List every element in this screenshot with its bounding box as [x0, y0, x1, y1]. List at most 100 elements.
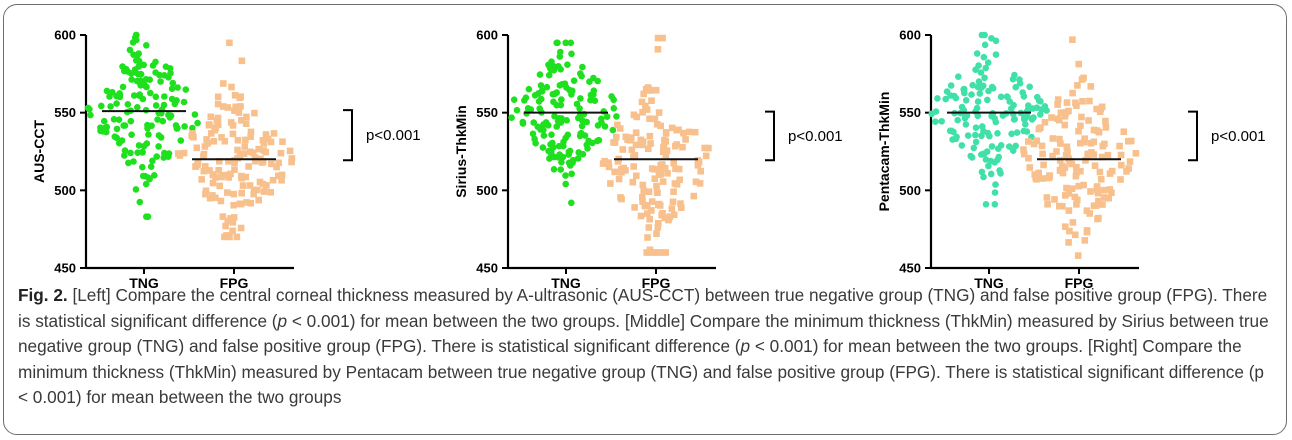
- data-point-tng: [135, 142, 143, 149]
- data-point-tng: [995, 145, 1002, 152]
- data-point-fpg: [262, 148, 270, 156]
- data-point-tng: [985, 162, 992, 170]
- data-point-fpg: [639, 198, 646, 205]
- data-point-fpg: [175, 150, 182, 157]
- data-point-fpg: [654, 46, 662, 53]
- data-point-fpg: [702, 152, 710, 160]
- y-tick-label: 550: [54, 105, 76, 120]
- data-point-fpg: [657, 170, 664, 178]
- data-point-fpg: [1095, 214, 1102, 222]
- data-point-tng: [564, 61, 571, 68]
- data-point-tng: [577, 95, 584, 102]
- data-point-fpg: [250, 190, 257, 198]
- data-point-fpg: [288, 155, 296, 162]
- data-point-fpg: [1026, 164, 1034, 171]
- data-point-fpg: [1065, 190, 1073, 197]
- data-point-fpg: [640, 187, 647, 195]
- data-point-tng: [1034, 93, 1041, 101]
- data-point-fpg: [662, 129, 670, 136]
- data-point-fpg: [1032, 174, 1039, 182]
- data-point-tng: [119, 83, 127, 91]
- data-point-fpg: [617, 194, 624, 201]
- data-point-fpg: [238, 189, 245, 197]
- data-point-fpg: [267, 189, 274, 196]
- data-point-fpg: [1057, 109, 1065, 116]
- data-point-tng: [86, 105, 93, 113]
- data-point-tng: [540, 126, 547, 134]
- data-point-tng: [181, 123, 188, 130]
- data-point-tng: [113, 100, 120, 107]
- data-point-tng: [1007, 105, 1015, 112]
- data-point-tng: [142, 76, 150, 83]
- x-tick-label-tng: TNG: [551, 275, 581, 291]
- data-point-fpg: [225, 174, 232, 181]
- data-point-fpg: [1073, 163, 1080, 171]
- data-point-tng: [975, 78, 983, 85]
- data-point-tng: [137, 70, 145, 78]
- x-tick-label-fpg: FPG: [642, 275, 671, 291]
- data-point-tng: [1016, 80, 1024, 87]
- data-point-fpg: [645, 224, 653, 231]
- data-point-fpg: [209, 179, 217, 187]
- chart-1: 450 500 550 600 TNG FPG AUS-CCT p<0.001: [31, 28, 421, 292]
- data-point-tng: [976, 90, 984, 97]
- data-point-fpg: [645, 188, 653, 195]
- data-point-fpg: [1085, 117, 1092, 124]
- data-point-tng: [1023, 128, 1031, 135]
- data-point-tng: [567, 39, 575, 47]
- data-point-fpg: [1057, 167, 1064, 174]
- data-point-fpg: [231, 159, 238, 167]
- data-point-fpg: [1051, 196, 1058, 203]
- data-point-fpg: [1105, 194, 1112, 202]
- data-point-fpg: [229, 122, 237, 129]
- data-point-fpg: [1068, 185, 1076, 192]
- data-point-tng: [1004, 93, 1011, 101]
- data-point-fpg: [1054, 96, 1062, 103]
- data-point-tng: [958, 103, 966, 111]
- data-point-tng: [130, 158, 137, 165]
- data-point-fpg: [225, 158, 232, 165]
- data-point-fpg: [632, 141, 640, 149]
- data-point-tng: [590, 91, 597, 98]
- data-point-tng: [124, 101, 132, 108]
- data-point-fpg: [1086, 97, 1093, 105]
- data-point-tng: [974, 98, 982, 105]
- data-point-fpg: [610, 139, 617, 146]
- data-point-tng: [87, 111, 94, 119]
- data-point-fpg: [1078, 76, 1086, 83]
- data-point-tng: [128, 76, 135, 83]
- data-point-fpg: [670, 211, 678, 218]
- data-point-tng: [103, 87, 111, 95]
- data-point-fpg: [217, 197, 225, 205]
- data-point-tng: [969, 81, 976, 89]
- data-point-fpg: [669, 198, 677, 206]
- data-point-fpg: [1090, 126, 1098, 134]
- data-point-fpg: [1066, 227, 1073, 235]
- data-point-fpg: [1096, 168, 1104, 176]
- data-point-fpg: [231, 166, 238, 173]
- data-point-fpg: [1071, 193, 1079, 201]
- data-point-fpg: [214, 121, 222, 128]
- data-point-fpg: [1061, 113, 1069, 120]
- data-point-fpg: [648, 165, 656, 172]
- data-point-tng: [547, 141, 554, 148]
- data-point-tng: [975, 62, 982, 69]
- data-point-fpg: [229, 130, 237, 138]
- data-point-tng: [586, 78, 593, 85]
- data-point-fpg: [224, 189, 231, 196]
- data-point-fpg: [242, 173, 250, 181]
- data-point-tng: [1011, 116, 1018, 123]
- data-point-fpg: [226, 39, 233, 47]
- data-point-tng: [932, 118, 939, 125]
- data-point-fpg: [1075, 127, 1082, 135]
- data-point-fpg: [233, 233, 241, 241]
- data-point-fpg: [657, 167, 665, 174]
- data-point-tng: [173, 125, 181, 132]
- data-point-tng: [99, 128, 107, 135]
- data-point-fpg: [1069, 36, 1076, 43]
- data-point-tng: [994, 130, 1001, 137]
- p-value-annotation: p<0.001: [1211, 128, 1266, 145]
- data-point-tng: [134, 149, 141, 156]
- data-point-tng: [980, 173, 987, 181]
- p-value-annotation: p<0.001: [788, 128, 843, 145]
